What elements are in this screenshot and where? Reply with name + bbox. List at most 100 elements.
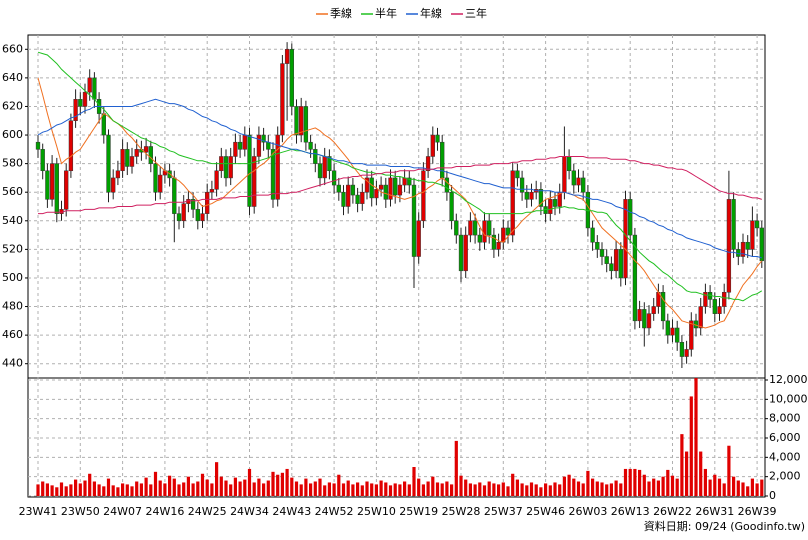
x-tick-label: 26W31 [695, 505, 734, 518]
candle-body [679, 342, 685, 357]
candle-body [172, 177, 177, 214]
ma-line [38, 156, 762, 215]
candle-body [327, 156, 332, 172]
x-tick-label: 23W41 [19, 505, 58, 518]
volume-bar [670, 475, 675, 496]
candle-body [49, 163, 55, 200]
volume-bar [158, 480, 162, 496]
candle-body [40, 149, 45, 172]
volume-bar [229, 484, 233, 496]
x-tick-label: 26W03 [568, 505, 607, 518]
candle-body [303, 106, 309, 143]
volume-bar [45, 483, 49, 496]
candle-body [148, 146, 153, 164]
candle-body [754, 220, 760, 229]
volume-bar [473, 484, 477, 496]
candle-body [266, 141, 271, 150]
footer: 資料日期: 09/24 (Goodinfo.tw) [644, 519, 805, 533]
candle-body [552, 199, 558, 207]
candle-body [87, 77, 92, 93]
volume-bar [581, 483, 585, 496]
x-tick-label: 24W25 [188, 505, 227, 518]
volume-bar [746, 486, 750, 496]
candle-body [698, 306, 703, 329]
x-tick-label: 25W19 [399, 505, 438, 518]
volume-bar [600, 482, 604, 496]
y-tick-label: 620 [2, 99, 23, 112]
candle-body [68, 120, 74, 172]
candle-body [609, 263, 614, 272]
volume-bar [412, 467, 416, 496]
volume-bar [403, 481, 407, 496]
candle-body [346, 184, 351, 207]
volume-bar [741, 482, 745, 496]
candle-body [331, 170, 337, 186]
volume-bar [168, 475, 172, 496]
candle-body [355, 194, 360, 204]
candle-body [143, 146, 149, 153]
volume-bar [64, 486, 68, 496]
volume-bar [760, 479, 764, 496]
legend: 季線 半年 年線 三年 [316, 6, 487, 20]
volume-bar [102, 486, 106, 496]
candle-body [350, 184, 356, 196]
volume-bar [374, 484, 378, 496]
y2-tick-label: 8,000 [769, 412, 801, 425]
candle-body [618, 249, 623, 279]
candle-body [712, 299, 717, 314]
y-tick-label: 500 [2, 271, 23, 284]
candle-body [369, 177, 374, 199]
candle-body [651, 306, 656, 314]
volume-bar [511, 473, 515, 496]
volume-bar [623, 468, 628, 496]
candle-body [529, 191, 534, 200]
candle-body [421, 170, 426, 222]
volume-bar [172, 478, 176, 496]
volume-bar [398, 484, 402, 496]
volume-bar [50, 485, 54, 496]
x-tick-label: 24W07 [103, 505, 142, 518]
volume-bar [74, 479, 78, 496]
candle-body [628, 199, 633, 236]
candle-body [92, 77, 97, 100]
volume-bar [487, 481, 491, 496]
candle-body [242, 134, 247, 150]
candle-body [599, 249, 605, 257]
candle-body [299, 106, 304, 136]
candle-body [64, 170, 69, 210]
x-tick-label: 24W34 [230, 505, 269, 518]
volume-bar [755, 483, 759, 496]
volume-bar [652, 478, 656, 496]
candle-body [45, 170, 50, 200]
volume-bar [379, 480, 383, 496]
candle-body [125, 149, 130, 167]
volume-bar [135, 481, 139, 496]
volume-bar [370, 483, 374, 496]
volume-bar [464, 479, 468, 496]
candle-body [750, 220, 755, 250]
candle-body [440, 141, 445, 179]
x-tick-label: 26W39 [738, 505, 777, 518]
candle-body [482, 220, 487, 243]
candle-body [374, 189, 379, 199]
volume-bar [351, 484, 355, 496]
candle-body [237, 141, 243, 150]
x-tick-label: 24W16 [145, 505, 184, 518]
y-tick-label: 600 [2, 128, 23, 141]
volume-bar [323, 485, 327, 496]
volume-bar [586, 470, 590, 496]
volume-bar [689, 396, 693, 496]
volume-bar [252, 482, 256, 496]
y-tick-label: 520 [2, 242, 23, 255]
candle-body [562, 156, 567, 193]
candle-body [247, 134, 252, 207]
candle-body [740, 241, 746, 257]
candle-body [195, 209, 200, 222]
volume-bar [111, 485, 115, 496]
candle-body [223, 156, 229, 179]
candle-body [581, 177, 586, 193]
candle-body [134, 149, 139, 157]
volume-bar [525, 485, 529, 496]
candle-body [397, 184, 403, 196]
volume-bar [55, 487, 59, 496]
